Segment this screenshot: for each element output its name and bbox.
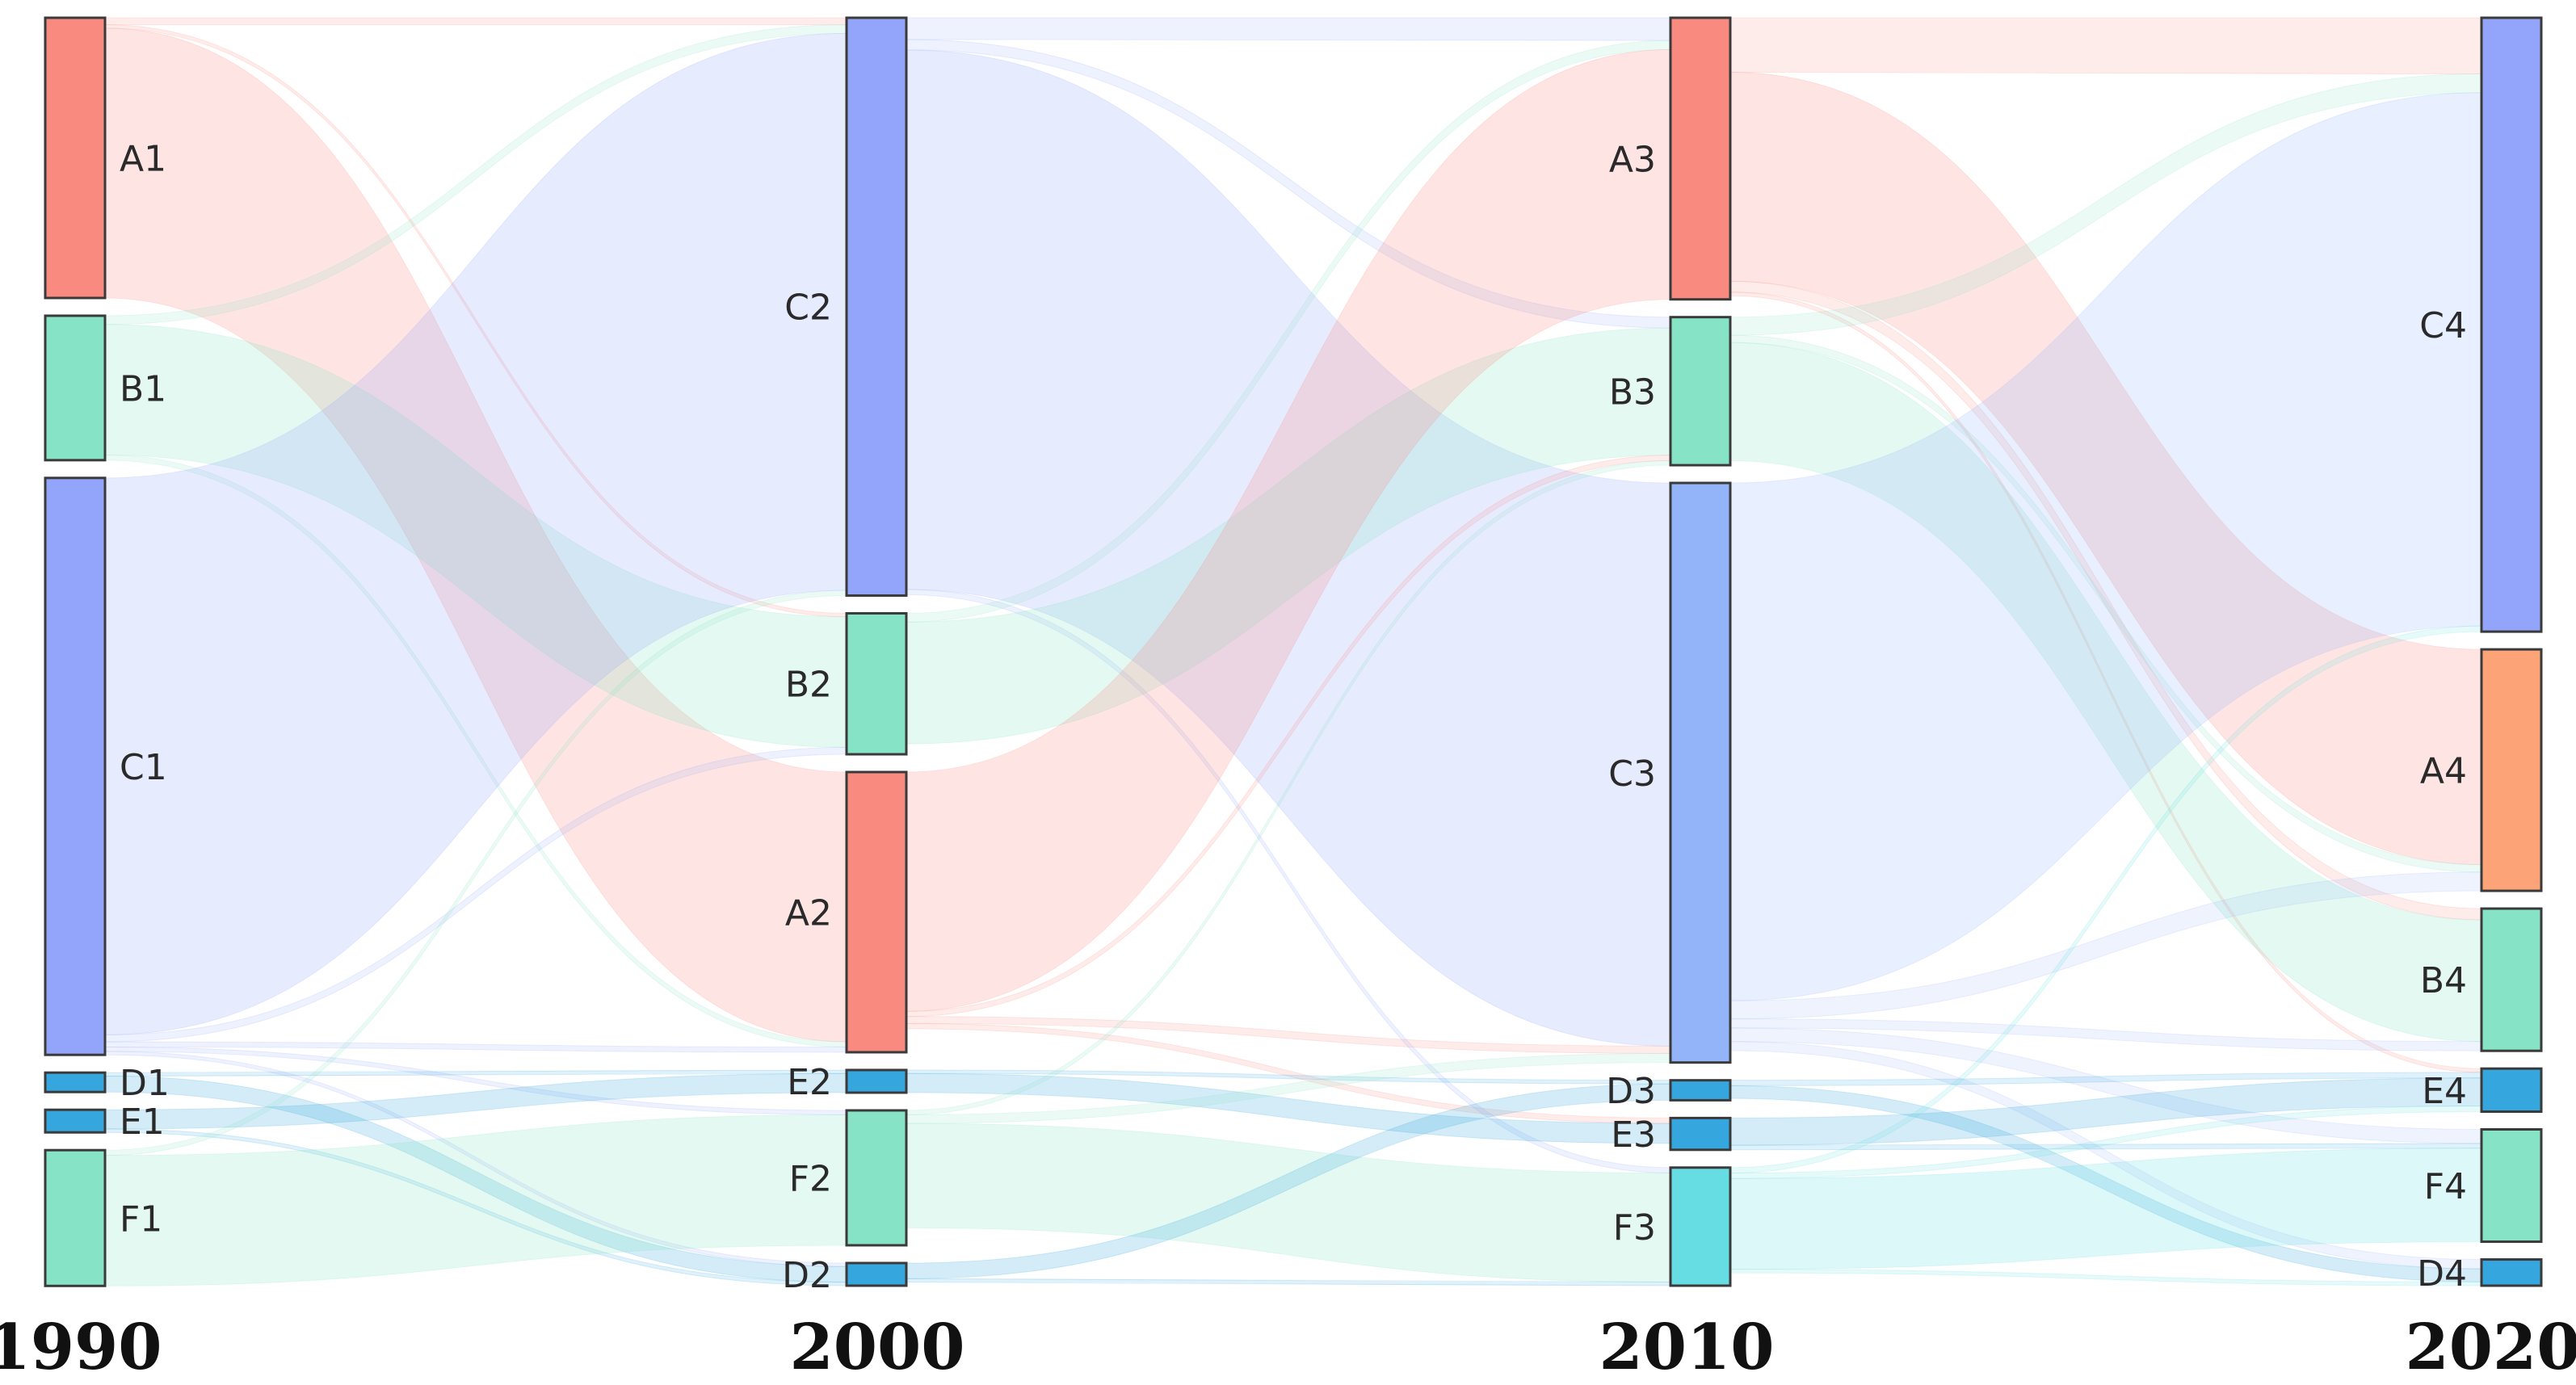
year-label-2020: 2020 xyxy=(2405,1311,2576,1384)
year-label-2000: 2000 xyxy=(789,1311,964,1384)
flow-C2-to-A3 xyxy=(906,17,1671,41)
node-label-A4: A4 xyxy=(2420,751,2467,792)
node-label-F1: F1 xyxy=(120,1198,162,1240)
node-label-B4: B4 xyxy=(2420,960,2467,1001)
node-A1 xyxy=(44,16,107,300)
node-label-D2: D2 xyxy=(782,1255,832,1296)
node-label-C4: C4 xyxy=(2419,305,2467,346)
node-A2 xyxy=(845,770,908,1054)
node-label-E3: E3 xyxy=(1611,1114,1656,1156)
node-E4 xyxy=(2480,1067,2543,1114)
node-E2 xyxy=(845,1068,908,1094)
node-label-C1: C1 xyxy=(120,747,167,788)
node-F1 xyxy=(44,1148,107,1287)
node-label-B1: B1 xyxy=(120,368,166,409)
flow-A1-to-C2 xyxy=(104,17,847,26)
node-C2 xyxy=(845,16,908,597)
node-label-D1: D1 xyxy=(120,1063,170,1104)
node-F4 xyxy=(2480,1128,2543,1244)
node-C1 xyxy=(44,476,107,1056)
node-label-C3: C3 xyxy=(1608,753,1656,795)
node-D4 xyxy=(2480,1258,2543,1287)
node-label-A1: A1 xyxy=(120,138,166,179)
year-label-2010: 2010 xyxy=(1599,1311,1774,1384)
node-D3 xyxy=(1669,1079,1732,1102)
node-label-D3: D3 xyxy=(1606,1071,1656,1112)
node-A3 xyxy=(1669,16,1732,301)
year-label-1990: 1990 xyxy=(0,1311,162,1384)
node-label-E4: E4 xyxy=(2422,1071,2467,1112)
node-F2 xyxy=(845,1109,908,1247)
node-label-C2: C2 xyxy=(784,287,832,329)
node-B4 xyxy=(2480,907,2543,1052)
node-C3 xyxy=(1669,481,1732,1064)
node-E3 xyxy=(1669,1116,1732,1152)
node-label-E1: E1 xyxy=(120,1102,165,1143)
year-axis: 1990 2000 2010 2020 xyxy=(0,1311,2576,1384)
node-E1 xyxy=(44,1108,107,1134)
node-D1 xyxy=(44,1071,107,1093)
flow-F3-to-F4 xyxy=(1729,1148,2482,1270)
node-label-E2: E2 xyxy=(787,1062,832,1103)
flow-A3-to-C4 xyxy=(1729,17,2482,75)
node-C4 xyxy=(2480,16,2543,633)
node-label-F2: F2 xyxy=(789,1158,832,1199)
node-label-B3: B3 xyxy=(1609,371,1656,413)
flow-links xyxy=(104,17,2482,1286)
node-B2 xyxy=(845,611,908,756)
node-label-A2: A2 xyxy=(785,892,832,934)
node-F3 xyxy=(1669,1166,1732,1287)
nodes-layer xyxy=(44,16,2543,1287)
node-label-D4: D4 xyxy=(2417,1253,2467,1295)
node-B3 xyxy=(1669,316,1732,467)
node-label-B2: B2 xyxy=(785,665,832,706)
node-A4 xyxy=(2480,648,2543,892)
node-label-A3: A3 xyxy=(1609,139,1656,180)
node-B1 xyxy=(44,314,107,462)
node-label-F4: F4 xyxy=(2424,1166,2467,1207)
node-D2 xyxy=(845,1261,908,1287)
node-label-F3: F3 xyxy=(1613,1207,1656,1249)
